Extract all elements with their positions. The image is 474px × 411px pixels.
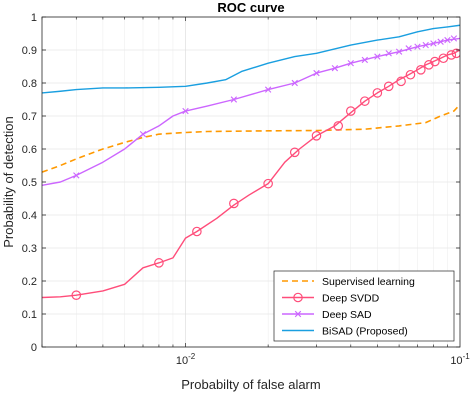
x-tick-label-exponent: -2 <box>188 352 196 361</box>
series-lines <box>42 24 460 300</box>
axis-ticks <box>41 16 460 348</box>
circle-marker <box>345 106 356 116</box>
y-tick-label: 0.6 <box>22 144 37 156</box>
x-marker <box>264 86 272 93</box>
y-tick-label: 0.4 <box>22 210 37 222</box>
y-tick-label: 0.3 <box>22 243 37 255</box>
y-tick-label: 0.9 <box>22 45 37 57</box>
circle-marker <box>192 226 202 237</box>
circle-marker <box>372 88 383 98</box>
circle-marker <box>311 131 322 141</box>
series-deep-svdd <box>42 48 460 300</box>
x-marker <box>182 107 189 115</box>
series-supervised-learning <box>42 103 460 173</box>
legend-label: Deep SAD <box>322 309 372 321</box>
x-marker <box>405 45 412 52</box>
legend-label: Deep SVDD <box>322 293 380 305</box>
circle-marker <box>383 81 394 92</box>
x-marker <box>437 38 444 45</box>
x-marker <box>139 130 147 138</box>
x-marker <box>291 79 298 87</box>
x-tick-label-base: 10 <box>176 355 188 367</box>
y-tick-label: 0.2 <box>22 276 37 288</box>
legend-box <box>273 270 455 342</box>
x-marker <box>361 56 369 64</box>
circle-marker <box>438 53 449 64</box>
x-marker <box>395 48 403 55</box>
x-marker <box>374 53 381 60</box>
series-bisad-proposed <box>42 24 460 94</box>
legend-entry: Deep SAD <box>282 309 372 321</box>
legend-label: BiSAD (Proposed) <box>322 326 408 338</box>
circle-marker <box>293 292 303 303</box>
circle-marker <box>396 76 406 87</box>
x-axis-title: Probabilty of false alarm <box>181 377 320 392</box>
y-tick-label: 1 <box>31 12 37 24</box>
y-axis-title: Probability of detection <box>1 116 16 248</box>
series-deep-sad <box>42 35 460 186</box>
x-marker <box>230 96 238 103</box>
circle-marker <box>405 69 416 80</box>
y-tick-label: 0.5 <box>22 177 37 189</box>
x-tick-label-base: 10 <box>450 355 462 367</box>
x-marker <box>385 50 392 57</box>
y-tick-label: 0.8 <box>22 78 37 90</box>
chart-title: ROC curve <box>217 0 284 15</box>
circle-marker <box>154 258 164 268</box>
series-line <box>42 49 460 299</box>
series-line <box>42 24 460 94</box>
legend: Supervised learning Deep SVDD Deep SAD BiSA… <box>273 270 455 342</box>
circle-marker <box>289 147 300 158</box>
x-marker <box>73 172 80 179</box>
x-marker <box>430 40 437 47</box>
x-marker <box>444 36 451 44</box>
circle-marker <box>333 121 344 131</box>
legend-entry: Deep SVDD <box>282 293 380 305</box>
x-marker <box>294 310 302 318</box>
circle-marker <box>263 178 273 189</box>
y-tick-label: 0.1 <box>22 309 37 321</box>
x-marker <box>450 35 458 42</box>
x-tick-label: 10-2 <box>176 352 196 367</box>
circle-marker <box>360 96 370 106</box>
y-tick-label: 0 <box>31 342 37 354</box>
circle-marker <box>451 48 460 59</box>
x-tick-label: 10-1 <box>450 352 470 367</box>
x-marker <box>347 60 354 67</box>
circle-marker <box>229 198 239 209</box>
x-marker <box>414 43 421 50</box>
legend-entry: Supervised learning <box>282 276 415 288</box>
x-axis-tick-labels: 10-2 10-1 <box>176 352 470 367</box>
x-marker <box>331 64 339 72</box>
legend-entry: BiSAD (Proposed) <box>282 326 408 338</box>
circle-marker <box>416 65 426 75</box>
y-axis-tick-labels: 0 0.1 0.2 0.3 0.4 0.5 0.6 0.7 0.8 0.9 1 <box>22 12 37 354</box>
circle-marker <box>71 290 82 300</box>
legend-label: Supervised learning <box>322 276 415 288</box>
circle-marker <box>446 50 457 60</box>
x-marker <box>422 41 429 49</box>
series-line <box>42 103 460 173</box>
x-marker <box>313 69 320 77</box>
y-tick-label: 0.7 <box>22 111 37 123</box>
x-tick-label-exponent: -1 <box>463 352 471 361</box>
circle-marker <box>430 56 440 67</box>
